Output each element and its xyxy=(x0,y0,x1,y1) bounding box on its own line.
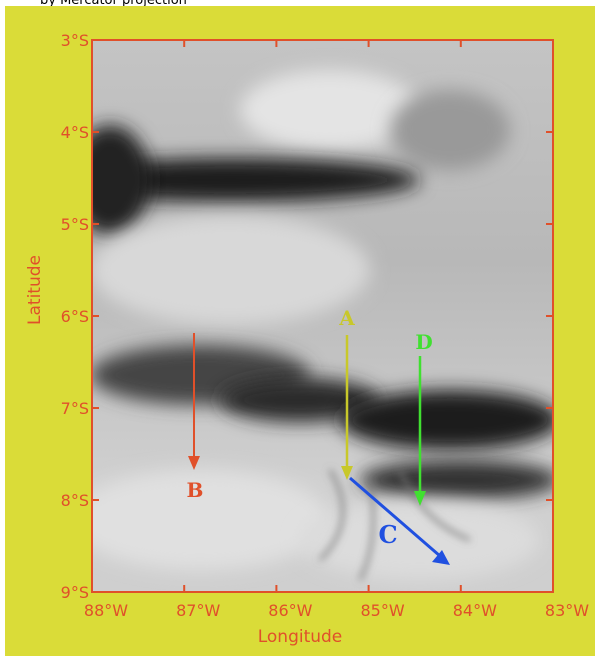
y-tick-label: 8°S xyxy=(61,491,89,510)
terrain xyxy=(40,40,560,592)
x-tick-label: 87°W xyxy=(176,601,220,620)
y-axis-title: Latitude xyxy=(25,255,45,325)
x-axis-title: Longitude xyxy=(258,627,343,647)
y-tick-label: 9°S xyxy=(61,583,89,602)
profile-label: A xyxy=(338,306,355,330)
y-tick-label: 7°S xyxy=(61,399,89,418)
x-tick-label: 83°W xyxy=(545,601,589,620)
figure: by Mercator projection A B C xyxy=(0,0,600,656)
profile-label: C xyxy=(378,520,397,549)
x-tick-label: 88°W xyxy=(84,601,128,620)
page: by Mercator projection A B C xyxy=(0,0,600,656)
y-tick-label: 4°S xyxy=(61,123,89,142)
profile-label: B xyxy=(187,478,204,502)
x-tick-label: 86°W xyxy=(268,601,312,620)
y-tick-label: 5°S xyxy=(61,215,89,234)
x-tick-label: 84°W xyxy=(453,601,497,620)
y-tick-label: 6°S xyxy=(61,307,89,326)
y-tick-label: 3°S xyxy=(61,31,89,50)
profile-label: D xyxy=(415,330,432,354)
x-tick-label: 85°W xyxy=(361,601,405,620)
